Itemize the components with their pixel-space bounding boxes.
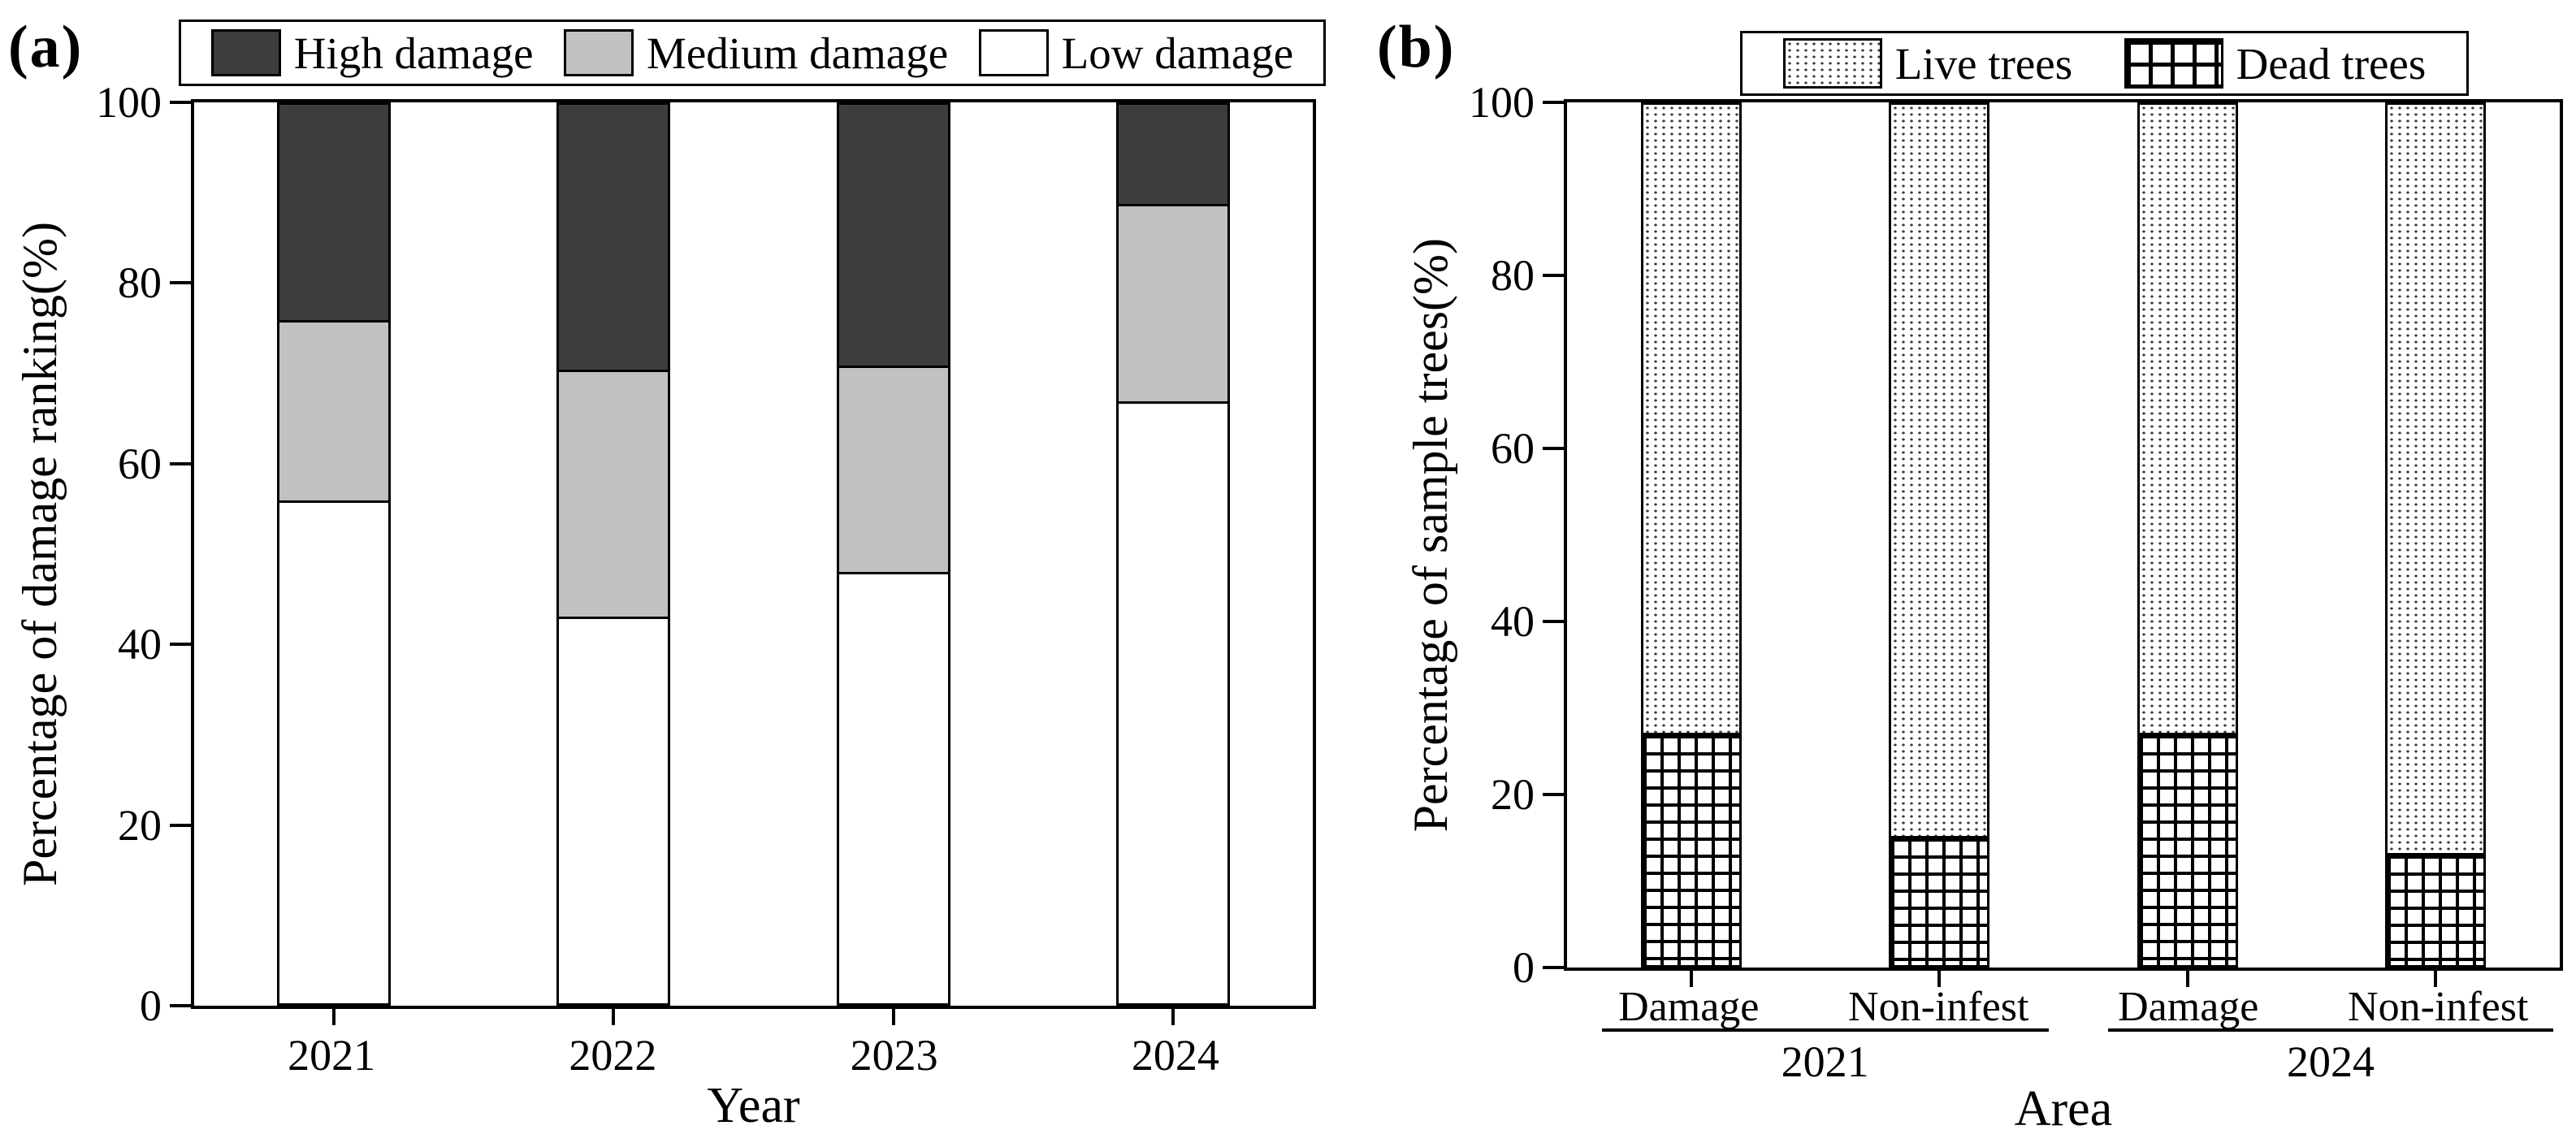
bar-segment-low-damage <box>1118 400 1227 1003</box>
bar-segment-medium-damage <box>559 370 669 617</box>
x-tick <box>612 1006 616 1025</box>
legend-item-dead-trees: Dead trees <box>2124 38 2427 89</box>
bar-2021-0 <box>277 102 392 1006</box>
legend-item-medium-damage: Medium damage <box>563 28 949 79</box>
x-tick-label-non-infest-1: Non-infest <box>1848 984 2029 1030</box>
legend-swatch-high-damage <box>210 29 281 76</box>
x-tick <box>332 1006 336 1025</box>
legend-label: Medium damage <box>646 28 949 78</box>
y-tick-label: 60 <box>1491 424 1535 473</box>
x-tick-label-2022-1: 2022 <box>569 1031 657 1080</box>
bar-segment-low-damage <box>838 572 948 1003</box>
bar-segment-live-trees <box>1891 105 1988 837</box>
y-tick-label: 80 <box>1491 251 1535 300</box>
bar-segment-dead-trees <box>2388 853 2484 965</box>
legend-swatch-live-trees <box>1782 38 1882 89</box>
x-tick-label-2023-2: 2023 <box>850 1031 938 1080</box>
bar-segment-high-damage <box>279 105 389 321</box>
x-axis-title-b: Area <box>2014 1081 2113 1137</box>
bar-segment-medium-damage <box>279 320 389 500</box>
bar-segment-high-damage <box>838 105 948 366</box>
x-tick <box>1937 968 1942 987</box>
bar-segment-dead-trees <box>2139 733 2236 965</box>
y-tick-label: 40 <box>1491 597 1535 646</box>
bar-segment-high-damage <box>559 105 669 370</box>
bar-damage-2 <box>2137 102 2238 968</box>
y-tick <box>1543 966 1564 969</box>
bar-segment-low-damage <box>559 617 669 1003</box>
y-tick <box>170 643 191 647</box>
bar-non-infest-1 <box>1889 102 1990 968</box>
y-tick-label: 20 <box>1491 770 1535 819</box>
plot-area-a: 0 20 40 60 80 100 <box>96 78 1316 1030</box>
x-tick <box>891 1006 895 1025</box>
legend-item-high-damage: High damage <box>210 28 534 79</box>
bar-segment-live-trees <box>2139 105 2236 734</box>
bar-2022-1 <box>556 102 671 1006</box>
x-tick-label-2021-0: 2021 <box>288 1031 376 1080</box>
x-tick <box>1171 1006 1175 1025</box>
bar-2024-3 <box>1115 102 1230 1006</box>
panel-b-label: (b) <box>1377 14 1456 80</box>
group-line-2021 <box>1601 1028 2049 1032</box>
bar-segment-live-trees <box>2388 105 2484 854</box>
y-tick-label: 0 <box>1513 943 1535 992</box>
bar-non-infest-3 <box>2385 102 2487 968</box>
x-tick <box>2185 968 2189 987</box>
y-tick-label: 60 <box>118 439 162 488</box>
y-tick-label: 80 <box>118 258 162 308</box>
y-tick <box>1543 274 1564 277</box>
legend-item-live-trees: Live trees <box>1782 38 2073 89</box>
y-axis-title-a: Percentage of damage ranking(%) <box>12 222 67 886</box>
y-axis-title-b: Percentage of sample trees(%) <box>1403 237 1457 833</box>
bar-segment-medium-damage <box>838 365 948 573</box>
bar-segment-medium-damage <box>1118 203 1227 401</box>
x-tick-label-2024-3: 2024 <box>1131 1031 1219 1080</box>
y-tick <box>1543 447 1564 450</box>
legend-swatch-medium-damage <box>563 29 634 76</box>
legend-label: Low damage <box>1061 28 1294 78</box>
bar-segment-live-trees <box>1643 105 1739 734</box>
y-tick <box>170 281 191 285</box>
legend-label: High damage <box>293 28 534 78</box>
bar-2023-2 <box>836 102 950 1006</box>
legend-label: Live trees <box>1894 38 2073 89</box>
y-tick <box>1543 101 1564 104</box>
y-tick <box>1543 620 1564 623</box>
bar-segment-dead-trees <box>1891 836 1988 965</box>
legend-item-low-damage: Low damage <box>978 28 1294 79</box>
legend-panel-a: High damage Medium damage Low damage <box>179 19 1326 86</box>
y-tick-label: 100 <box>1469 78 1535 127</box>
y-tick <box>170 101 191 104</box>
group-label-2021: 2021 <box>1781 1037 1869 1086</box>
bar-segment-low-damage <box>279 500 389 1003</box>
plot-area-b: 0 20 40 60 80 100 <box>1469 78 2563 992</box>
group-line-2024 <box>2108 1028 2553 1032</box>
y-tick <box>170 461 191 465</box>
y-tick-label: 100 <box>96 78 162 127</box>
x-axis-title-a: Year <box>707 1078 800 1133</box>
legend-swatch-dead-trees <box>2124 38 2223 89</box>
legend-label: Dead trees <box>2236 38 2427 89</box>
x-tick <box>2434 968 2438 987</box>
bar-damage-0 <box>1640 102 1742 968</box>
y-tick <box>170 1004 191 1007</box>
x-tick <box>1689 968 1693 987</box>
x-tick-label-damage-0: Damage <box>1618 984 1760 1030</box>
panel-a-label: (a) <box>8 14 84 80</box>
group-label-2024: 2024 <box>2287 1037 2375 1086</box>
bar-segment-dead-trees <box>1643 733 1739 965</box>
y-tick-label: 20 <box>118 800 162 850</box>
legend-swatch-low-damage <box>978 29 1049 76</box>
y-tick <box>1543 793 1564 796</box>
y-tick-label: 0 <box>140 981 162 1030</box>
x-tick-label-damage-2: Damage <box>2118 984 2259 1030</box>
x-tick-label-non-infest-3: Non-infest <box>2348 984 2529 1030</box>
legend-panel-b: Live trees Dead trees <box>1740 31 2469 96</box>
y-tick <box>170 823 191 827</box>
y-tick-label: 40 <box>118 620 162 669</box>
bar-segment-high-damage <box>1118 105 1227 204</box>
